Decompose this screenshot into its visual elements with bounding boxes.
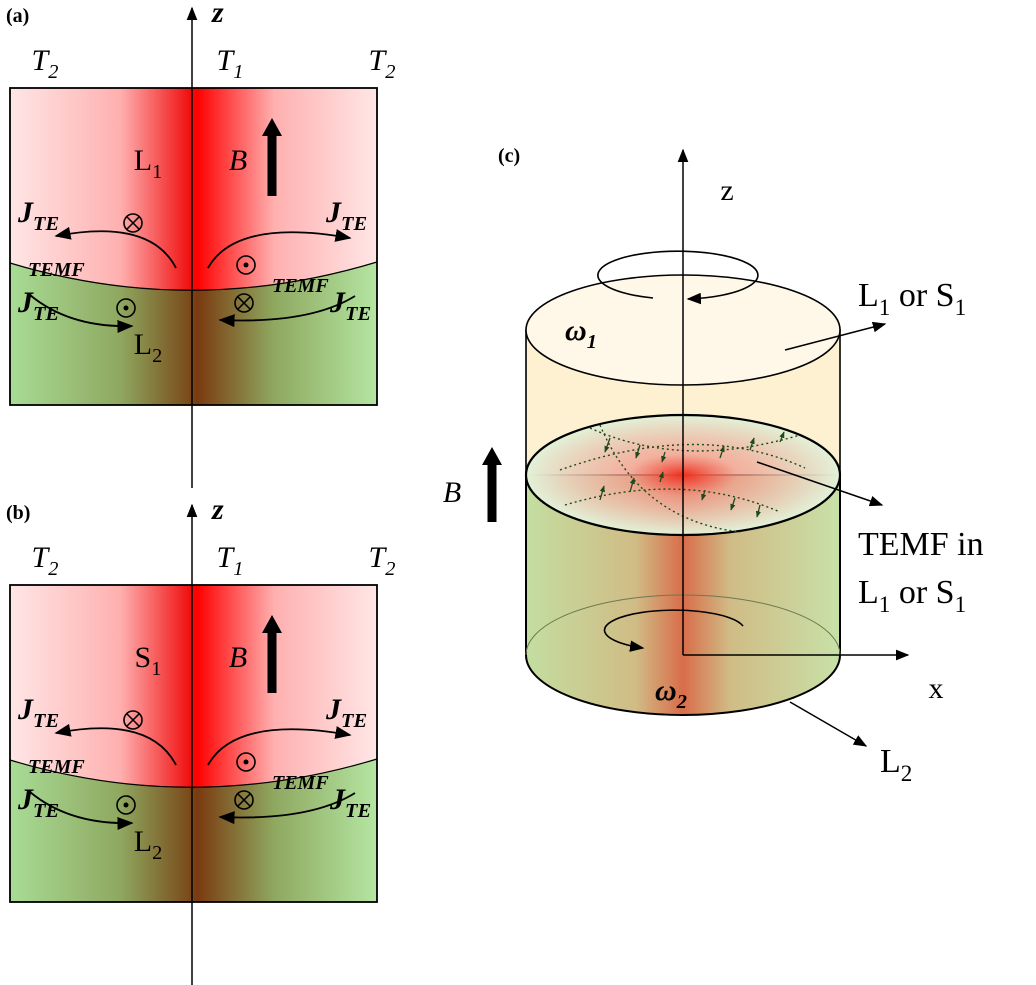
text-segment: L [134, 144, 152, 177]
text-segment: TE [33, 710, 59, 732]
text-segment: J [17, 693, 34, 726]
field-arrow-shaft [268, 631, 277, 693]
text-segment: TE [341, 710, 367, 732]
text-segment: 2 [152, 345, 162, 367]
field-label: B [229, 144, 247, 177]
text-segment: 1 [152, 161, 162, 183]
text-segment: 2 [385, 558, 395, 580]
text-segment: 1 [955, 592, 967, 618]
field-arrow-head [482, 447, 502, 465]
text-segment: 2 [385, 61, 395, 83]
text-segment: J [17, 783, 34, 816]
field-arrow-shaft [488, 463, 497, 522]
text-segment: 1 [879, 592, 891, 618]
callout-label: L1 or S1 [858, 574, 966, 618]
text-segment: TEMF in [858, 526, 984, 563]
phase-label: L1 or S1 [858, 277, 966, 321]
axis-label: x [929, 672, 944, 705]
temf-label: TEMF [28, 259, 85, 281]
temf-label: TEMF [272, 275, 329, 297]
text-segment: or S [890, 574, 954, 611]
panel-label: (b) [6, 502, 30, 524]
dot [124, 306, 129, 311]
text-segment: 2 [48, 61, 58, 83]
text-segment: 1 [233, 558, 243, 580]
text-segment: 1 [879, 295, 891, 321]
figure: (a)zT2T1T2L1L2BJTEJTEJTEJTETEMFTEMF(b)zT… [0, 0, 1036, 985]
text-segment: 1 [233, 61, 243, 83]
text-segment: S [135, 641, 152, 674]
temperature-label: T2 [32, 44, 59, 83]
axis-label: z [211, 0, 224, 29]
text-segment: J [17, 286, 34, 319]
text-segment: L [134, 328, 152, 361]
text-segment: 1 [587, 331, 597, 353]
text-segment: TE [345, 303, 371, 325]
temperature-label: T1 [217, 44, 244, 83]
temf-label: TEMF [28, 756, 85, 778]
dot [124, 803, 129, 808]
text-segment: L [134, 825, 152, 858]
axis-label: z [720, 174, 733, 207]
text-segment: 1 [151, 658, 161, 680]
dot [244, 263, 249, 268]
callout-arrow [790, 702, 866, 746]
dot [244, 760, 249, 765]
phase-label: L2 [880, 743, 912, 787]
text-segment: L [858, 574, 879, 611]
temperature-label: T2 [369, 541, 396, 580]
text-segment: TE [345, 800, 371, 822]
text-segment: 2 [48, 558, 58, 580]
callout-label: TEMF in [858, 526, 984, 563]
field-label: B [443, 476, 461, 509]
text-segment: J [325, 693, 342, 726]
axis-label: z [211, 493, 224, 526]
temf-label: TEMF [272, 772, 329, 794]
text-segment: TE [341, 213, 367, 235]
text-segment: L [858, 277, 879, 314]
text-segment: TE [33, 213, 59, 235]
text-segment: 2 [152, 842, 162, 864]
field-arrow-shaft [268, 134, 277, 196]
temperature-label: T2 [369, 44, 396, 83]
text-segment: L [880, 743, 901, 780]
panel-label: (c) [498, 145, 520, 167]
temperature-label: T2 [32, 541, 59, 580]
text-segment: 2 [901, 761, 913, 787]
text-segment: 1 [955, 295, 967, 321]
text-segment: J [325, 196, 342, 229]
temperature-label: T1 [217, 541, 244, 580]
text-segment: ω [565, 314, 587, 347]
panel-label: (a) [6, 5, 29, 27]
text-segment: or S [890, 277, 954, 314]
text-segment: ω [655, 674, 677, 707]
text-segment: J [17, 196, 34, 229]
text-segment: 2 [676, 691, 687, 713]
field-label: B [229, 641, 247, 674]
